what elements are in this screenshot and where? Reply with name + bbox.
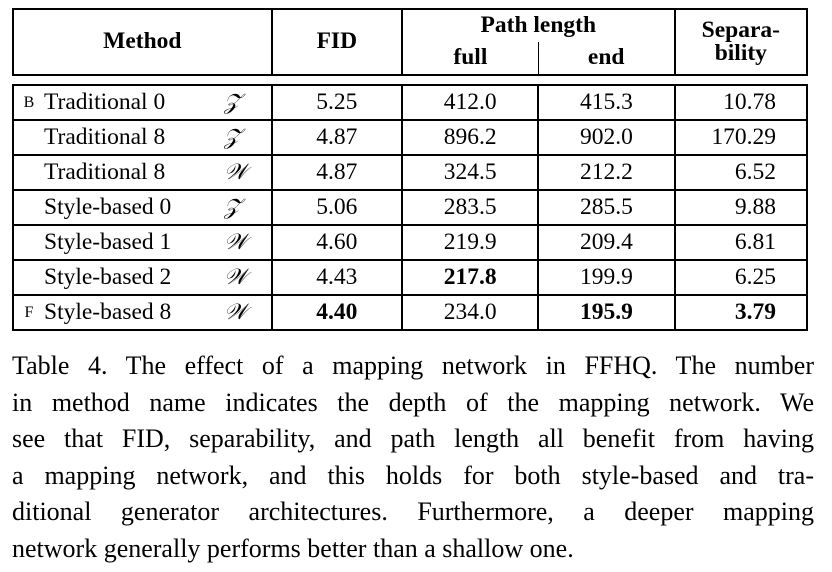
method-cell: Style-based 2 𝒲 bbox=[12, 259, 273, 295]
table-row: F Style-based 8 𝒲 4.40 234.0 195.9 3.79 bbox=[12, 294, 809, 331]
path-full-value: 234.0 bbox=[401, 294, 540, 331]
table-caption: Table 4. The effect of a mapping network… bbox=[12, 348, 814, 567]
method-name: Traditional 0 bbox=[44, 89, 166, 116]
path-end-value: 212.2 bbox=[538, 154, 676, 190]
path-full-value: 283.5 bbox=[401, 189, 540, 225]
separability-value: 170.29 bbox=[674, 119, 809, 155]
separability-value: 9.88 bbox=[674, 189, 809, 225]
header-end: end bbox=[537, 42, 676, 75]
separability-value: 3.79 bbox=[674, 294, 809, 331]
path-full-value: 896.2 bbox=[401, 119, 540, 155]
latent-space-symbol: 𝒲 bbox=[224, 229, 248, 255]
fid-value: 4.87 bbox=[271, 119, 403, 155]
separability-value: 10.78 bbox=[674, 84, 809, 120]
method-cell: F Style-based 8 𝒲 bbox=[12, 294, 273, 331]
header-full: full bbox=[453, 44, 488, 71]
latent-space-symbol: 𝒵 bbox=[224, 194, 241, 220]
path-full-value: 217.8 bbox=[401, 259, 540, 295]
table-row: B Traditional 0 𝒵 5.25 412.0 415.3 10.78 bbox=[12, 84, 809, 120]
method-name: Traditional 8 bbox=[44, 159, 166, 186]
header-path-length: Path length bbox=[401, 8, 676, 42]
table-row: Traditional 8 𝒲 4.87 324.5 212.2 6.52 bbox=[12, 154, 809, 190]
table-row: Style-based 2 𝒲 4.43 217.8 199.9 6.25 bbox=[12, 259, 809, 295]
config-label: B bbox=[23, 93, 35, 111]
caption-line: Table 4. The effect of a mapping network… bbox=[12, 351, 814, 380]
caption-line: see that FID, separability, and path len… bbox=[12, 424, 814, 453]
config-label: F bbox=[24, 303, 34, 321]
header-fid: FID bbox=[271, 8, 403, 75]
method-name: Style-based 2 bbox=[44, 264, 172, 291]
header-separability-line1: Separa- bbox=[674, 8, 809, 42]
method-name: Style-based 8 bbox=[44, 299, 172, 326]
fid-value: 4.60 bbox=[271, 224, 403, 260]
caption-line: in method name indicates the depth of th… bbox=[12, 387, 814, 417]
header-method: Method bbox=[12, 8, 273, 75]
fid-value: 4.40 bbox=[271, 294, 403, 331]
table-row: Style-based 1 𝒲 4.60 219.9 209.4 6.81 bbox=[12, 224, 809, 260]
results-table: Method FID Path length Separa- full end … bbox=[12, 8, 809, 331]
fid-value: 4.87 bbox=[271, 154, 403, 190]
caption-line: network generally performs better than a… bbox=[12, 533, 574, 563]
latent-space-symbol: 𝒲 bbox=[224, 159, 248, 185]
table-row: Style-based 0 𝒵 5.06 283.5 285.5 9.88 bbox=[12, 189, 809, 225]
method-cell: Traditional 8 𝒵 bbox=[12, 119, 273, 155]
method-name: Style-based 1 bbox=[44, 229, 172, 256]
path-full-value: 412.0 bbox=[401, 84, 540, 120]
method-cell: Traditional 8 𝒲 bbox=[12, 154, 273, 190]
separability-value: 6.81 bbox=[674, 224, 809, 260]
method-name: Style-based 0 bbox=[44, 194, 172, 221]
method-cell: Style-based 0 𝒵 bbox=[12, 189, 273, 225]
path-end-value: 902.0 bbox=[538, 119, 676, 155]
latent-space-symbol: 𝒲 bbox=[224, 299, 248, 325]
separability-value: 6.52 bbox=[674, 154, 809, 190]
fid-value: 4.43 bbox=[271, 259, 403, 295]
latent-space-symbol: 𝒵 bbox=[224, 89, 241, 115]
path-full-value: 219.9 bbox=[401, 224, 540, 260]
path-end-value: 195.9 bbox=[538, 294, 676, 331]
path-end-value: 415.3 bbox=[538, 84, 676, 120]
method-cell: B Traditional 0 𝒵 bbox=[12, 84, 273, 120]
fid-value: 5.06 bbox=[271, 189, 403, 225]
path-end-value: 199.9 bbox=[538, 259, 676, 295]
caption-line: ditional generator architectures. Furthe… bbox=[12, 497, 814, 526]
header-separability-line2: bility bbox=[674, 41, 809, 75]
fid-value: 5.25 bbox=[271, 84, 403, 120]
separability-value: 6.25 bbox=[674, 259, 809, 295]
path-end-value: 285.5 bbox=[538, 189, 676, 225]
method-name: Traditional 8 bbox=[44, 124, 166, 151]
method-cell: Style-based 1 𝒲 bbox=[12, 224, 273, 260]
caption-line: a mapping network, and this holds for bo… bbox=[12, 460, 814, 490]
path-full-value: 324.5 bbox=[401, 154, 540, 190]
latent-space-symbol: 𝒲 bbox=[224, 264, 248, 290]
path-end-value: 209.4 bbox=[538, 224, 676, 260]
latent-space-symbol: 𝒵 bbox=[224, 124, 241, 150]
table-row: Traditional 8 𝒵 4.87 896.2 902.0 170.29 bbox=[12, 119, 809, 155]
